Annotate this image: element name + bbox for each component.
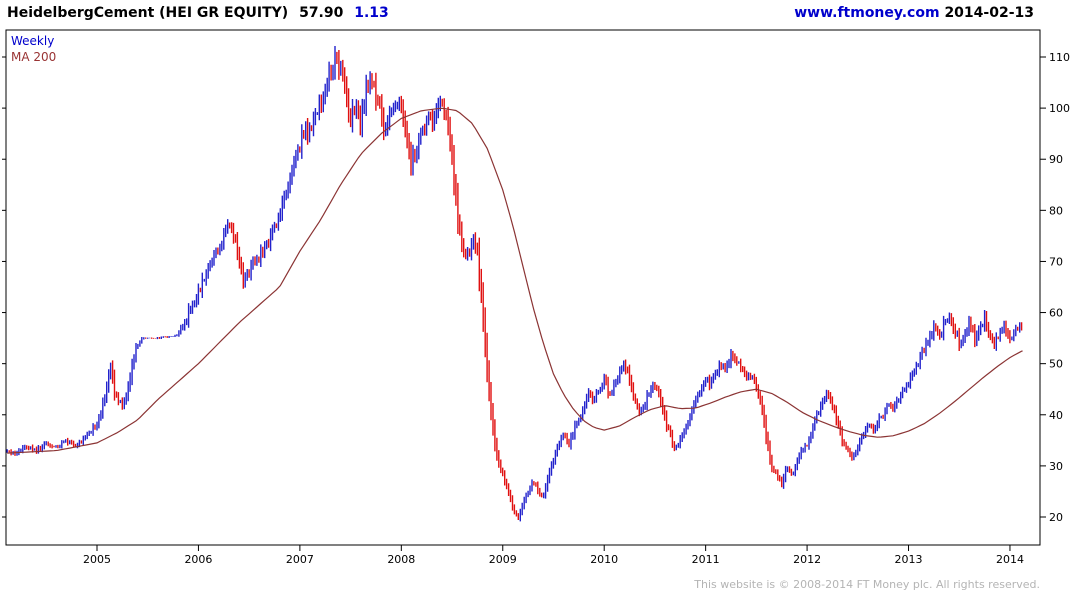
legend-weekly-label: Weekly [11,34,55,48]
svg-text:50: 50 [1049,358,1063,371]
svg-text:30: 30 [1049,460,1063,473]
header: HeidelbergCement (HEI GR EQUITY) 57.90 1… [7,5,1040,21]
svg-text:40: 40 [1049,409,1063,422]
instrument-title: HeidelbergCement (HEI GR EQUITY) [7,5,289,21]
svg-text:60: 60 [1049,307,1063,320]
price-change: 1.13 [354,5,389,21]
svg-text:110: 110 [1049,51,1070,64]
svg-text:2007: 2007 [286,553,314,566]
svg-text:2011: 2011 [692,553,720,566]
legend-ma200-label: MA 200 [11,50,57,64]
svg-text:2008: 2008 [387,553,415,566]
svg-text:2012: 2012 [793,553,821,566]
svg-text:20: 20 [1049,511,1063,524]
last-price: 57.90 [299,5,344,21]
copyright-notice: This website is © 2008-2014 FT Money plc… [694,578,1040,591]
instrument-header: HeidelbergCement (HEI GR EQUITY) 57.90 1… [7,5,395,21]
svg-text:2014: 2014 [996,553,1024,566]
header-right: www.ftmoney.com 2014-02-13 [794,5,1040,21]
svg-text:70: 70 [1049,255,1063,268]
svg-text:80: 80 [1049,204,1063,217]
svg-text:90: 90 [1049,153,1063,166]
ftmoney-link[interactable]: www.ftmoney.com [794,5,940,21]
svg-text:2010: 2010 [590,553,618,566]
chart-date: 2014-02-13 [944,5,1034,21]
svg-text:2006: 2006 [184,553,212,566]
svg-text:100: 100 [1049,102,1070,115]
svg-text:2009: 2009 [489,553,517,566]
svg-text:2013: 2013 [895,553,923,566]
svg-text:2005: 2005 [83,553,111,566]
chart-legend: Weekly MA 200 [11,33,56,65]
